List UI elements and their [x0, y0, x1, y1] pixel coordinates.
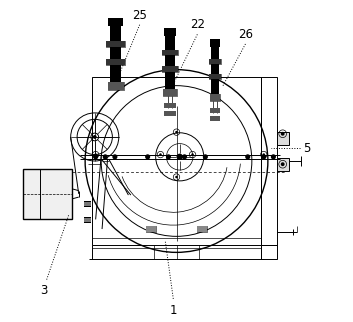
Bar [84, 202, 91, 206]
Bar [210, 94, 220, 101]
Circle shape [203, 154, 208, 159]
Circle shape [93, 135, 97, 139]
Bar [197, 226, 207, 232]
Bar [164, 103, 176, 108]
Bar [106, 41, 125, 47]
Bar [23, 169, 72, 219]
Circle shape [263, 153, 265, 156]
Bar [163, 89, 177, 96]
Bar [164, 111, 176, 116]
Text: 22: 22 [190, 18, 205, 31]
Bar [108, 18, 123, 26]
Bar [210, 108, 220, 113]
Bar [164, 28, 176, 36]
Bar [146, 226, 156, 232]
Bar [84, 218, 91, 222]
Text: 26: 26 [238, 28, 253, 41]
Bar [210, 39, 220, 47]
Circle shape [93, 154, 98, 159]
Circle shape [245, 154, 250, 159]
Bar [209, 59, 221, 64]
Bar [84, 217, 91, 223]
Circle shape [191, 153, 194, 156]
Circle shape [281, 132, 285, 136]
Circle shape [159, 153, 162, 156]
Bar [261, 77, 277, 245]
Bar [106, 59, 125, 65]
Bar [108, 82, 124, 90]
Bar [163, 89, 177, 96]
Bar [162, 66, 178, 72]
Text: 3: 3 [40, 284, 47, 298]
Bar [277, 132, 289, 145]
Circle shape [112, 154, 118, 159]
Bar [197, 226, 207, 232]
Bar [209, 74, 221, 79]
Bar [162, 50, 178, 55]
Bar [210, 94, 220, 101]
Circle shape [94, 153, 97, 156]
Text: 1: 1 [169, 304, 177, 317]
Circle shape [176, 154, 183, 160]
Text: 25: 25 [132, 9, 147, 22]
Circle shape [103, 154, 108, 159]
Bar [84, 201, 91, 207]
Bar [106, 41, 125, 47]
Bar [162, 50, 178, 55]
Bar [165, 33, 175, 89]
Circle shape [175, 176, 178, 178]
Bar [209, 59, 221, 64]
Text: 5: 5 [303, 142, 311, 155]
Circle shape [261, 154, 266, 159]
Circle shape [281, 162, 285, 166]
Circle shape [145, 154, 150, 159]
Bar [209, 74, 221, 79]
Circle shape [271, 154, 276, 159]
Bar [110, 23, 121, 82]
Circle shape [182, 154, 187, 159]
Bar [277, 158, 289, 171]
Bar [108, 82, 124, 90]
Bar [146, 226, 156, 232]
Bar [106, 59, 125, 65]
Bar [210, 116, 220, 121]
Bar [261, 245, 277, 259]
Circle shape [166, 154, 171, 159]
Bar [92, 77, 261, 245]
Bar [162, 66, 178, 72]
Circle shape [175, 131, 178, 133]
Bar [211, 44, 219, 94]
